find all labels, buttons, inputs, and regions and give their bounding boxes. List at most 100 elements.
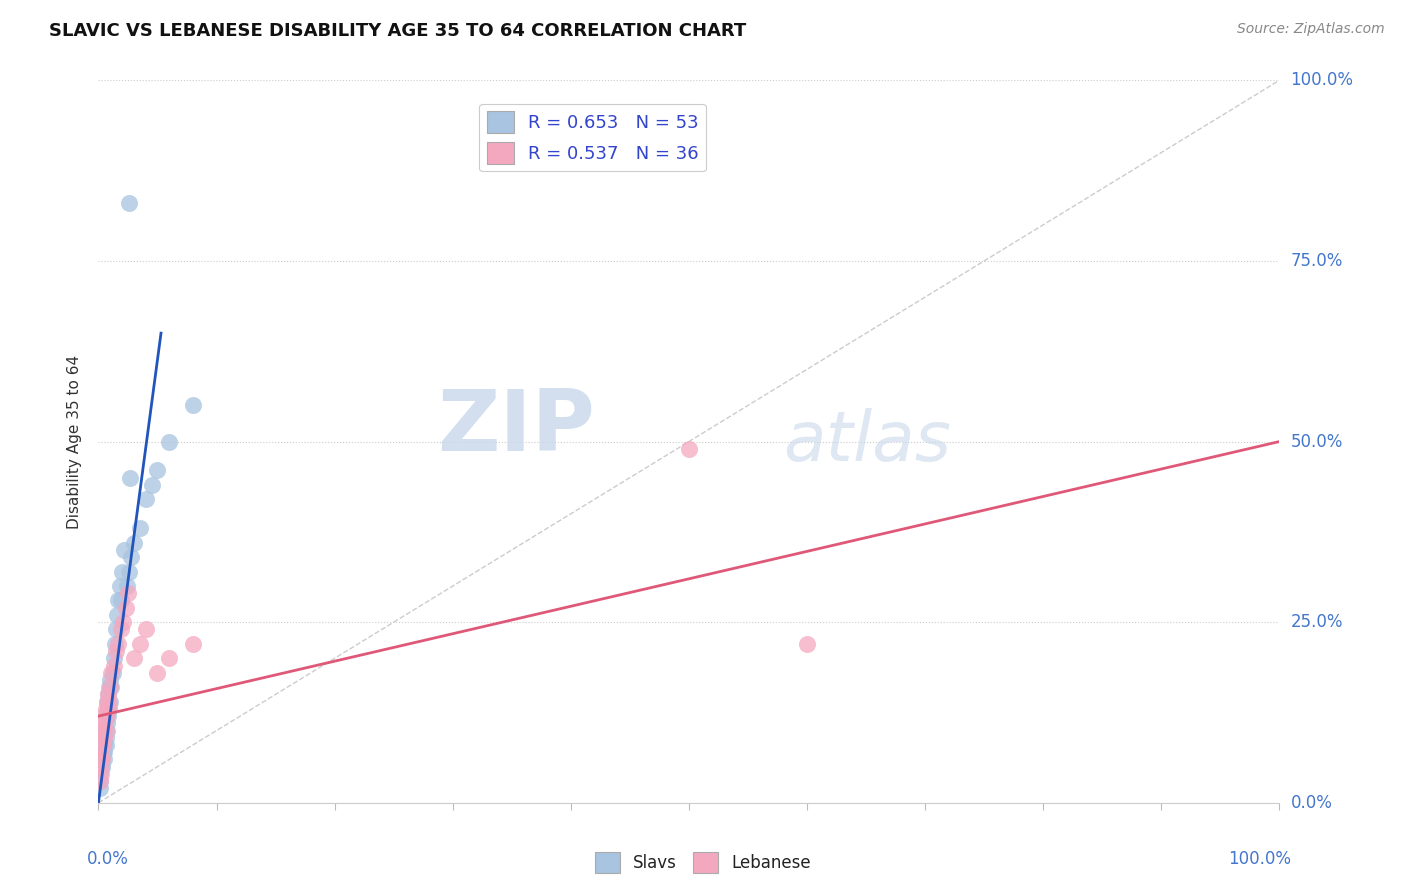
Point <box>96 723 118 738</box>
Point <box>91 738 114 752</box>
Point <box>90 760 112 774</box>
Point <box>135 623 157 637</box>
Point <box>98 673 121 687</box>
Point <box>122 651 145 665</box>
Point <box>91 723 114 738</box>
Point <box>117 586 139 600</box>
Point <box>108 579 131 593</box>
Point <box>141 478 163 492</box>
Text: 0.0%: 0.0% <box>1291 794 1333 812</box>
Text: ZIP: ZIP <box>437 385 595 468</box>
Point <box>96 695 118 709</box>
Point <box>90 752 112 766</box>
Point <box>128 637 150 651</box>
Point <box>90 738 112 752</box>
Point <box>146 665 169 680</box>
Point <box>93 738 115 752</box>
Point <box>115 579 138 593</box>
Point <box>96 695 118 709</box>
Point <box>91 745 114 759</box>
Text: 0.0%: 0.0% <box>87 850 128 868</box>
Point <box>104 637 127 651</box>
Point <box>98 680 121 694</box>
Point <box>135 492 157 507</box>
Point <box>89 774 111 789</box>
Point <box>91 745 114 759</box>
Point <box>112 542 135 557</box>
Point <box>94 702 117 716</box>
Point <box>98 695 121 709</box>
Point <box>97 709 120 723</box>
Point <box>93 745 115 759</box>
Point <box>107 637 129 651</box>
Point <box>110 593 132 607</box>
Point <box>97 702 120 716</box>
Point <box>118 196 141 211</box>
Text: SLAVIC VS LEBANESE DISABILITY AGE 35 TO 64 CORRELATION CHART: SLAVIC VS LEBANESE DISABILITY AGE 35 TO … <box>49 22 747 40</box>
Point <box>121 550 143 565</box>
Point <box>91 760 114 774</box>
Point <box>105 607 128 622</box>
Point <box>91 752 114 766</box>
Point <box>103 651 125 665</box>
Legend: R = 0.653   N = 53, R = 0.537   N = 36: R = 0.653 N = 53, R = 0.537 N = 36 <box>479 103 706 171</box>
Point <box>157 651 180 665</box>
Y-axis label: Disability Age 35 to 64: Disability Age 35 to 64 <box>67 354 83 529</box>
Point <box>90 745 112 759</box>
Point <box>122 535 145 549</box>
Point <box>89 774 111 789</box>
Point <box>91 723 114 738</box>
Point <box>100 680 122 694</box>
Point <box>105 644 128 658</box>
Point <box>93 731 115 745</box>
Text: 75.0%: 75.0% <box>1291 252 1343 270</box>
Point <box>678 442 700 456</box>
Point <box>91 723 114 738</box>
Point <box>157 434 180 449</box>
Point <box>91 738 114 752</box>
Point <box>120 470 142 484</box>
Point <box>91 731 114 745</box>
Text: 25.0%: 25.0% <box>1291 613 1343 632</box>
Point <box>111 565 134 579</box>
Point <box>94 731 117 745</box>
Point <box>97 687 120 701</box>
Point <box>114 600 136 615</box>
Text: 100.0%: 100.0% <box>1291 71 1354 89</box>
Point <box>98 680 121 694</box>
Point <box>101 665 124 680</box>
Point <box>96 716 118 731</box>
Point <box>93 716 115 731</box>
Point <box>91 709 114 723</box>
Point <box>93 752 115 766</box>
Point <box>91 738 114 752</box>
Point <box>89 767 111 781</box>
Point <box>94 723 117 738</box>
Text: 50.0%: 50.0% <box>1291 433 1343 450</box>
Point <box>796 637 818 651</box>
Point <box>146 463 169 477</box>
Point <box>90 767 112 781</box>
Point <box>97 687 120 701</box>
Legend: Slavs, Lebanese: Slavs, Lebanese <box>588 846 818 880</box>
Point <box>103 658 125 673</box>
Point <box>107 593 129 607</box>
Point <box>98 702 121 716</box>
Point <box>181 398 204 412</box>
Text: 100.0%: 100.0% <box>1229 850 1291 868</box>
Point <box>96 709 118 723</box>
Point <box>94 709 117 723</box>
Point <box>93 723 115 738</box>
Point <box>94 738 117 752</box>
Point <box>105 623 128 637</box>
Point <box>90 752 112 766</box>
Point <box>181 637 204 651</box>
Point <box>100 665 122 680</box>
Text: atlas: atlas <box>783 408 952 475</box>
Point <box>97 702 120 716</box>
Point <box>128 521 150 535</box>
Point <box>91 738 114 752</box>
Point <box>118 565 141 579</box>
Text: Source: ZipAtlas.com: Source: ZipAtlas.com <box>1237 22 1385 37</box>
Point <box>98 695 121 709</box>
